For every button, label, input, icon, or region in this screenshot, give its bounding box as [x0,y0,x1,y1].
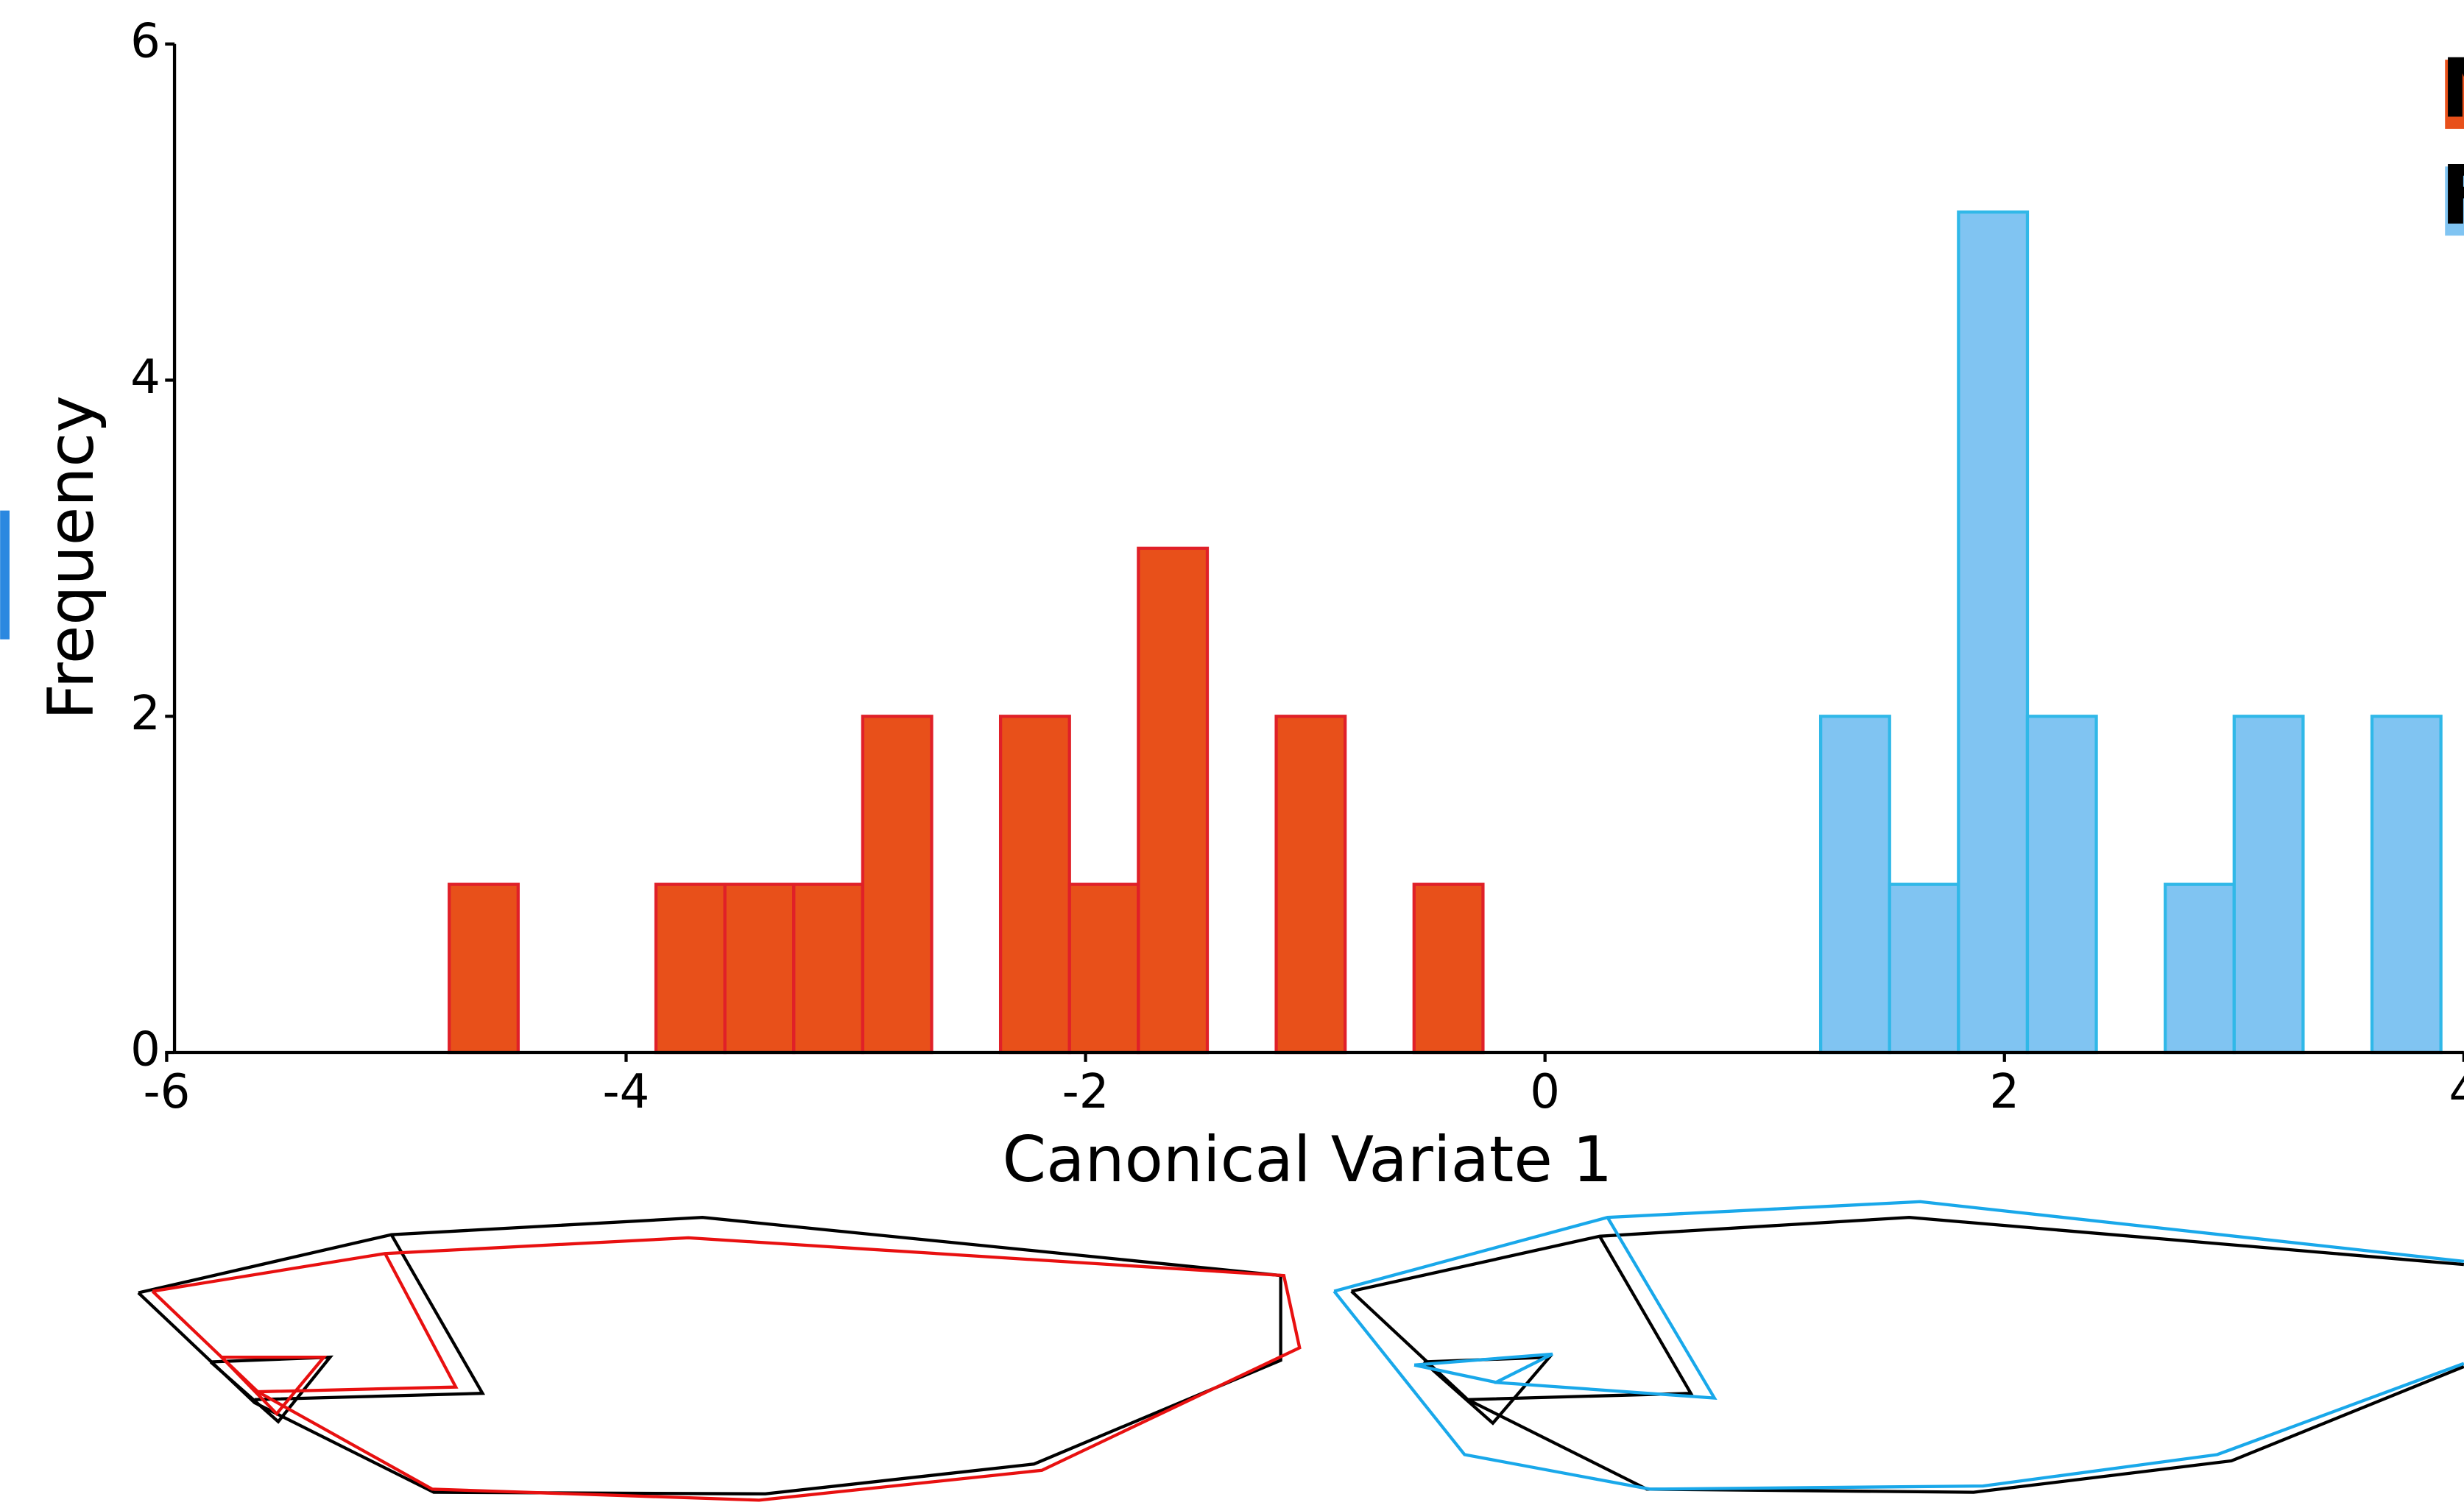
bar [1890,885,1959,1052]
bar [2027,716,2097,1052]
chart: Canonical Variate 1 Frequency MF 0 2 4 6 -6 -4… [0,0,2464,1508]
bar [863,716,932,1052]
y-tick-label: 6 [130,14,160,68]
bar [1070,885,1139,1052]
bar [1958,212,2027,1052]
bar [449,885,518,1052]
bar [1000,716,1070,1052]
legend-label: M [2440,41,2464,136]
x-tick-label: 4 [2449,1065,2464,1119]
bar [794,885,863,1052]
shape-outline [1352,1217,2464,1291]
bar [1414,885,1483,1052]
shape-outline [1334,1202,2464,1292]
x-tick-label: 2 [1989,1065,2019,1119]
y-tick-label: 4 [130,350,160,405]
bar [656,885,725,1052]
x-tick-label: -2 [1062,1065,1109,1119]
bar [2372,716,2441,1052]
bar [725,885,794,1052]
shape-outline [1424,1357,1550,1423]
shape-outline [258,1253,456,1392]
shape-diagrams [138,1202,2464,1501]
bar [1277,716,1346,1052]
shape-outline [152,1238,1299,1500]
y-axis-title: Frequency [35,395,108,720]
bar [2165,885,2234,1052]
edge-fragment [0,511,10,640]
x-tick-label: -6 [143,1065,190,1119]
bar [1821,716,1890,1052]
x-tick-label: 0 [1530,1065,1560,1119]
page: {"chart_data": {"type": "histogram", "x_… [0,0,2464,1508]
shape-outline [1468,1236,1691,1400]
bar [1138,548,1207,1052]
shape-outline [1334,1291,2464,1489]
x-axis-title: Canonical Variate 1 [1003,1124,1613,1197]
legend-label: F [2440,148,2464,243]
bar [2234,716,2304,1052]
x-tick-label: -4 [603,1065,650,1119]
y-tick-label: 2 [130,687,160,741]
